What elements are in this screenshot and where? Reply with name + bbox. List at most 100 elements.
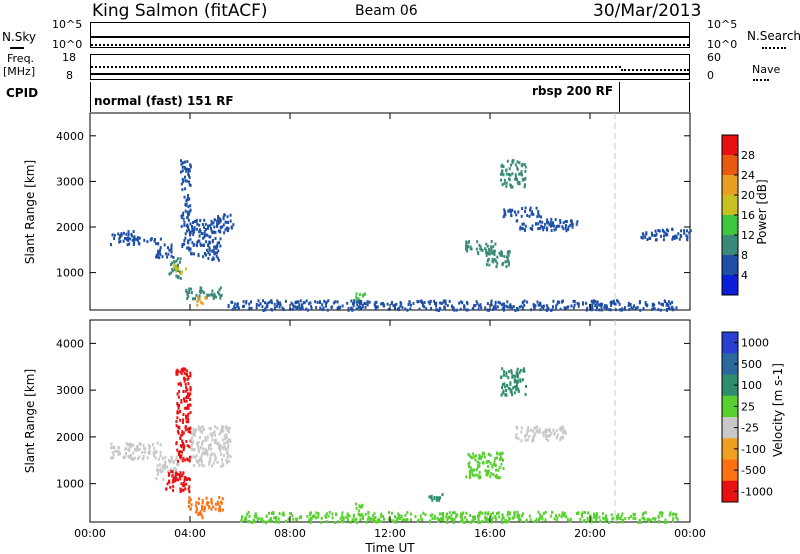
data-cell [542,306,545,310]
data-cell [431,513,434,517]
data-cell [537,510,540,514]
data-cell [218,218,221,222]
data-cell [487,460,490,464]
data-cell [577,304,580,308]
data-cell [170,254,173,258]
data-cell [192,233,195,236]
data-cell [215,254,218,258]
data-cell [361,513,364,517]
colorbar-band [722,353,738,375]
data-cell [479,245,482,249]
data-cell [564,224,567,227]
data-cell [198,239,201,243]
data-cell [202,447,205,451]
data-cell [341,511,344,515]
data-cell [215,502,217,506]
data-cell [689,229,692,233]
data-cell [485,248,488,252]
data-cell [178,426,181,430]
colorbar-band [722,332,738,354]
data-cell [472,452,475,456]
data-cell [162,464,165,468]
colorbar-tick-label: 100 [741,379,762,392]
data-cell [490,520,493,524]
data-cell [361,294,364,298]
data-cell [252,518,255,522]
data-cell [120,233,123,237]
data-cell [448,299,451,303]
data-cell [386,302,389,306]
data-cell [452,518,455,521]
data-cell [472,519,475,523]
data-cell [139,443,142,447]
cpid-mode-1: normal (fast) 151 RF [94,94,234,108]
data-cell [227,227,230,230]
data-cell [510,369,513,373]
data-cell [181,459,184,463]
data-cell [414,515,417,518]
data-cell [325,516,328,519]
data-cell [201,289,204,293]
data-cell [217,229,220,233]
data-cell [526,432,529,436]
data-cell [220,500,223,504]
data-cell [127,236,130,240]
data-cell [603,306,606,309]
data-cell [378,517,381,521]
data-cell [479,303,482,307]
data-cell [576,301,579,305]
data-cell [134,447,137,451]
data-cell [256,518,259,522]
data-cell [657,515,660,519]
data-cell [515,388,518,392]
data-cell [210,219,213,223]
data-cell [184,160,186,164]
data-cell [502,458,504,462]
data-cell [209,427,212,431]
x-tick-label: 08:00 [274,527,306,540]
data-cell [222,464,225,468]
data-cell [188,168,190,172]
data-cell [518,305,521,309]
data-cell [347,514,350,518]
data-cell [183,446,185,450]
data-cell [465,511,468,515]
data-cell [523,163,526,166]
data-cell [187,246,190,250]
data-cell [181,367,184,371]
data-cell [166,465,169,469]
data-cell [503,211,506,215]
data-cell [214,507,217,511]
data-cell [600,308,603,312]
data-cell [516,375,519,379]
data-cell [536,300,539,304]
nsky-panel-frame [90,22,690,48]
data-cell [184,175,186,179]
data-cell [264,301,266,305]
data-cell [551,510,554,514]
data-cell [539,308,542,312]
data-cell [180,482,183,486]
data-cell [573,299,576,303]
data-cell [360,302,363,305]
data-cell [540,305,543,309]
data-cell [275,304,278,308]
data-cell [616,520,619,524]
x-tick-label: 12:00 [374,527,406,540]
data-cell [128,242,131,246]
data-cell [491,257,494,261]
data-cell [179,418,182,422]
data-cell [261,520,264,524]
data-cell [159,450,162,454]
colorbar-band [722,215,738,236]
data-cell [433,497,436,500]
data-cell [172,472,175,476]
data-cell [207,243,210,247]
data-cell [669,302,672,306]
data-cell [156,255,159,259]
data-cell [176,402,179,405]
data-cell [421,301,424,305]
data-cell [552,221,555,225]
data-cell [191,227,194,231]
data-cell [530,428,533,432]
